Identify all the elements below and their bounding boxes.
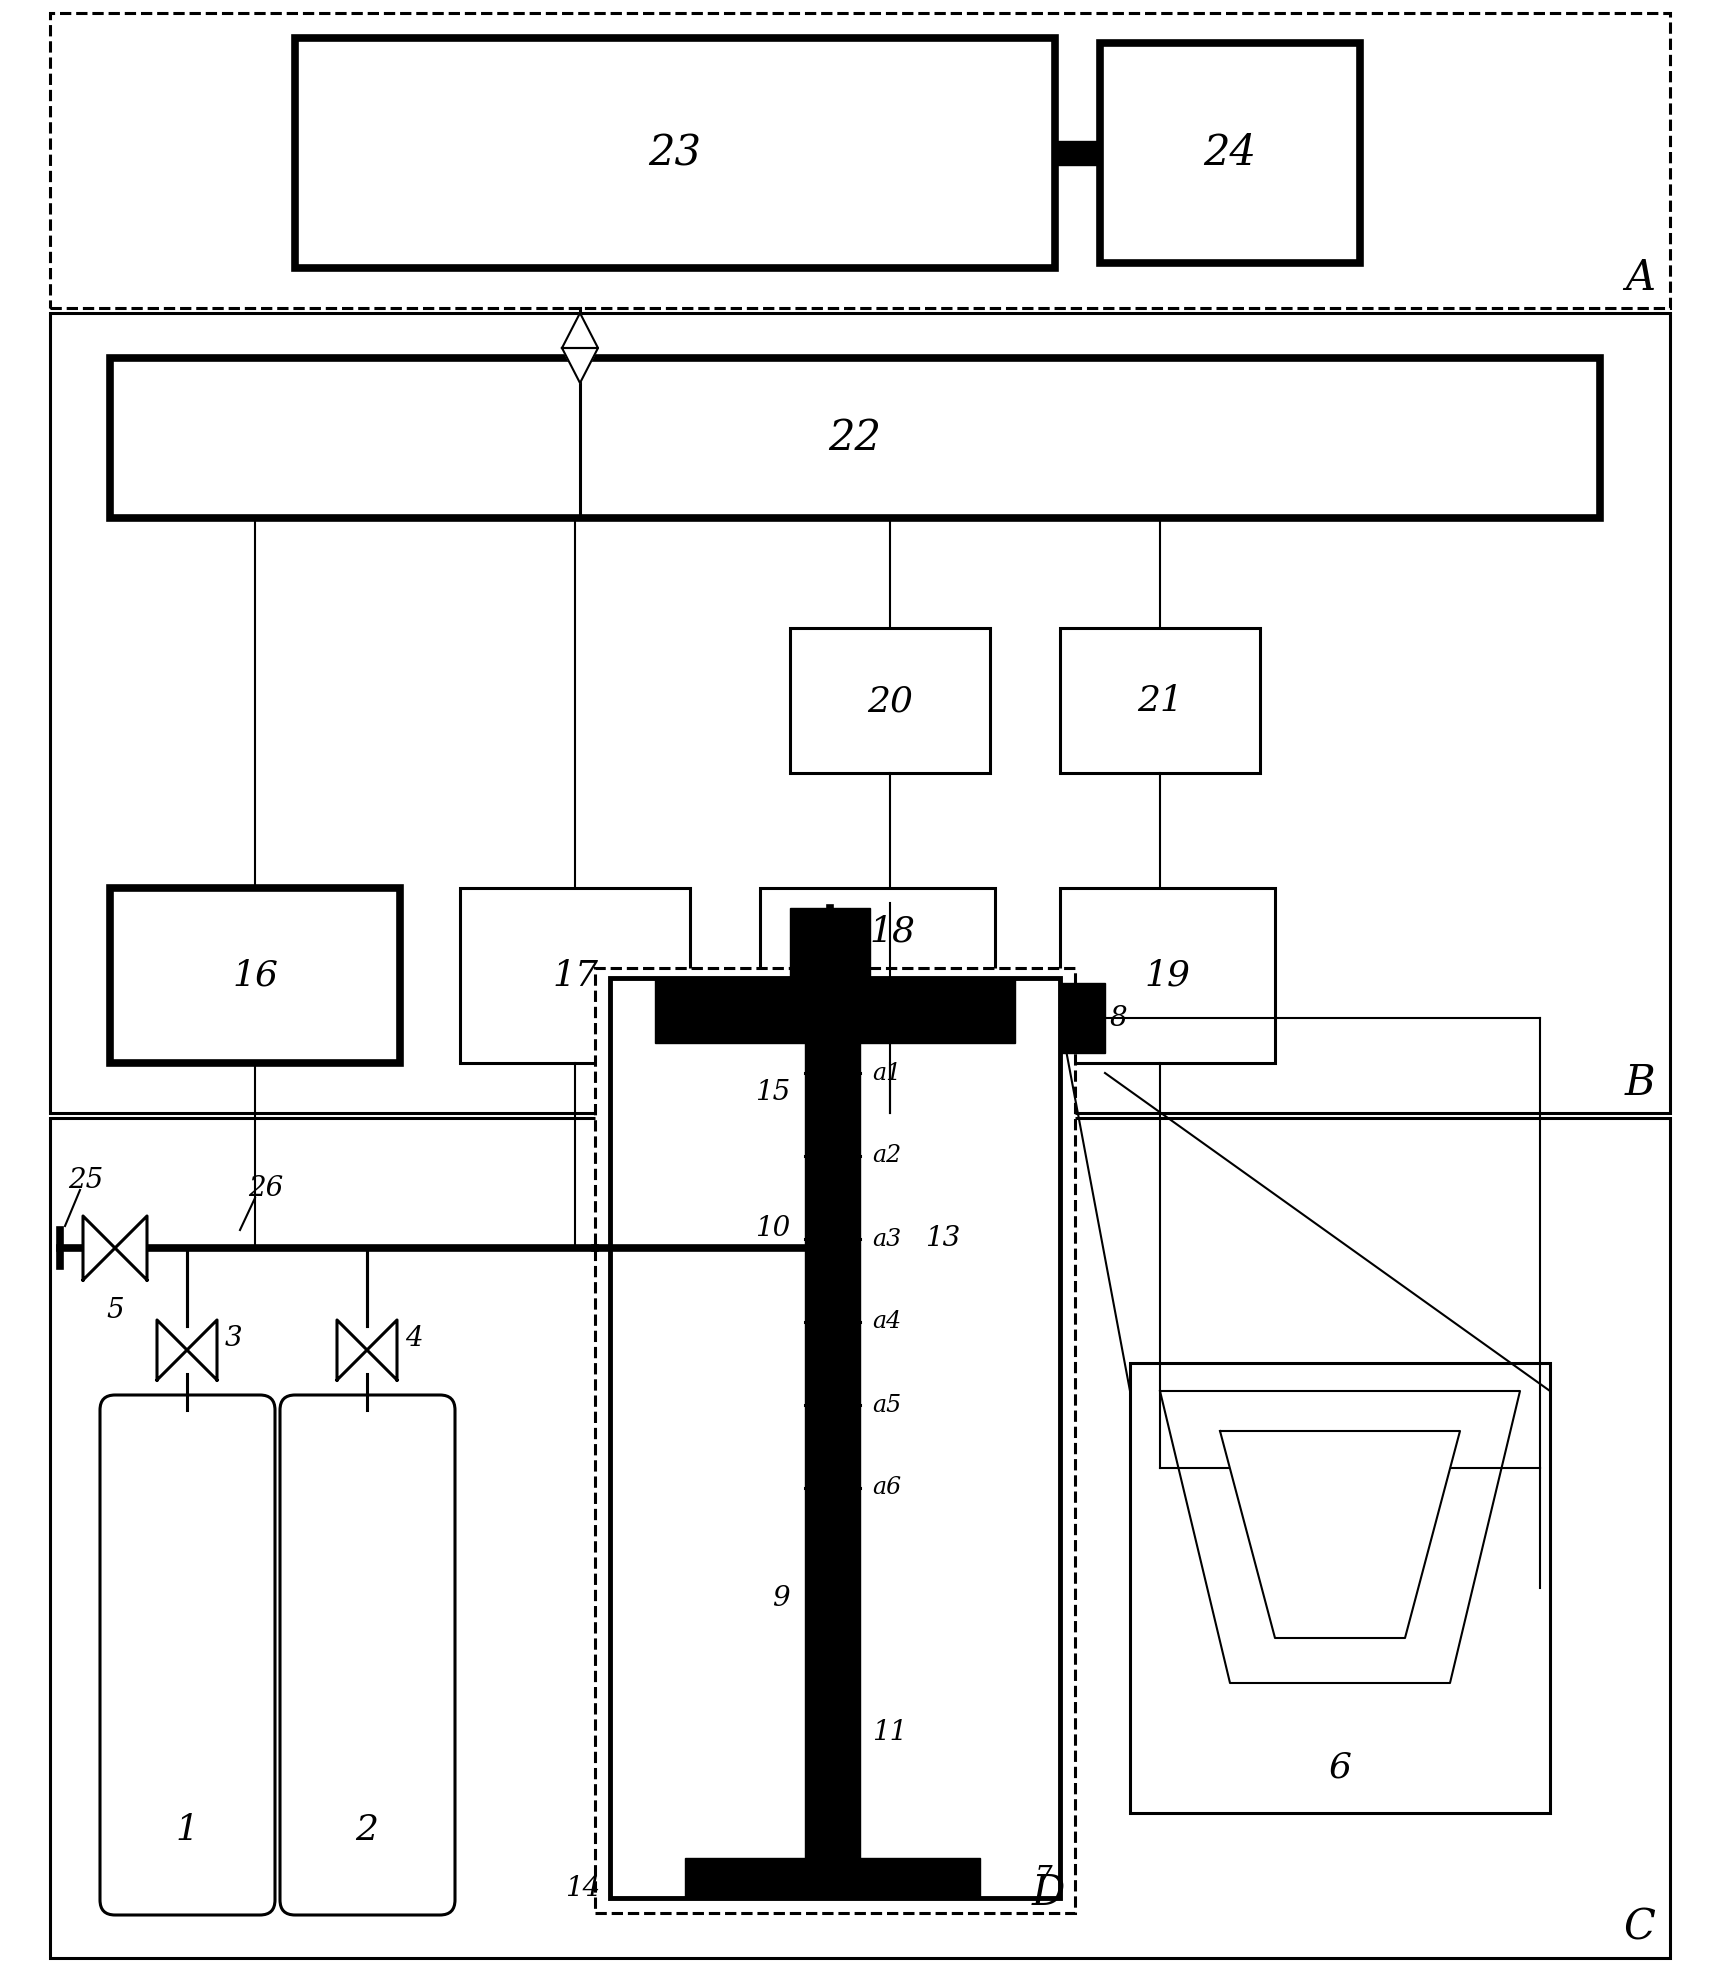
Text: 3: 3 [225, 1324, 243, 1352]
Text: 13: 13 [925, 1226, 960, 1252]
Bar [50, 14, 1670, 309]
Text: C: C [1624, 1907, 1655, 1948]
Text: 9: 9 [772, 1584, 789, 1612]
Bar [1054, 142, 1101, 165]
Bar [1101, 43, 1361, 264]
Text: 21: 21 [1137, 685, 1183, 718]
Polygon shape [562, 348, 599, 384]
Bar [685, 1858, 980, 1897]
Text: 17: 17 [552, 958, 599, 994]
Bar [110, 888, 401, 1063]
Text: 14: 14 [564, 1874, 600, 1901]
Text: 8: 8 [1109, 1004, 1128, 1031]
Text: 11: 11 [872, 1720, 906, 1746]
Bar [595, 968, 1075, 1913]
Text: 18: 18 [869, 915, 915, 949]
Bar [50, 1118, 1670, 1958]
Text: a1: a1 [872, 1061, 901, 1084]
Text: 24: 24 [1204, 132, 1257, 173]
Text: a6: a6 [872, 1476, 901, 1500]
Text: 15: 15 [755, 1080, 789, 1106]
Text: A: A [1625, 258, 1655, 299]
Text: 5: 5 [107, 1297, 124, 1324]
Bar [50, 313, 1670, 1114]
Text: 20: 20 [867, 685, 913, 718]
Text: D: D [1032, 1872, 1065, 1915]
Polygon shape [157, 1321, 187, 1380]
Polygon shape [83, 1216, 115, 1279]
Bar [789, 628, 991, 773]
Bar [296, 37, 1054, 268]
Bar [655, 978, 1015, 1043]
Text: a3: a3 [872, 1228, 901, 1250]
Text: 19: 19 [1144, 958, 1190, 994]
Text: 25: 25 [69, 1167, 103, 1193]
Bar [459, 888, 690, 1063]
Polygon shape [366, 1321, 397, 1380]
Text: 7: 7 [1034, 1864, 1053, 1891]
Text: 26: 26 [248, 1175, 284, 1202]
Text: 23: 23 [648, 132, 702, 173]
Bar [611, 978, 1060, 1897]
Text: 2: 2 [356, 1813, 378, 1848]
Polygon shape [115, 1216, 146, 1279]
Bar [771, 988, 900, 1053]
Text: a4: a4 [872, 1311, 901, 1334]
Text: 6: 6 [1328, 1752, 1352, 1785]
Bar [760, 888, 994, 1063]
FancyBboxPatch shape [100, 1395, 275, 1915]
Bar [1130, 1364, 1550, 1813]
Polygon shape [1159, 1391, 1520, 1683]
Polygon shape [562, 313, 599, 348]
Bar [805, 1043, 860, 1858]
Bar [789, 907, 870, 978]
Bar [1060, 888, 1275, 1063]
Polygon shape [187, 1321, 217, 1380]
Text: 22: 22 [829, 417, 881, 459]
FancyBboxPatch shape [280, 1395, 456, 1915]
Text: 10: 10 [755, 1214, 789, 1242]
Text: a2: a2 [872, 1145, 901, 1167]
Text: a5: a5 [872, 1393, 901, 1417]
Polygon shape [337, 1321, 366, 1380]
Polygon shape [1219, 1431, 1460, 1637]
Text: 4: 4 [404, 1324, 423, 1352]
Text: B: B [1624, 1063, 1655, 1104]
Bar [1060, 628, 1261, 773]
Text: 1: 1 [175, 1813, 198, 1848]
Bar [1060, 982, 1104, 1053]
Text: 16: 16 [232, 958, 279, 994]
Bar [110, 358, 1600, 518]
Text: 12: 12 [915, 1008, 949, 1035]
